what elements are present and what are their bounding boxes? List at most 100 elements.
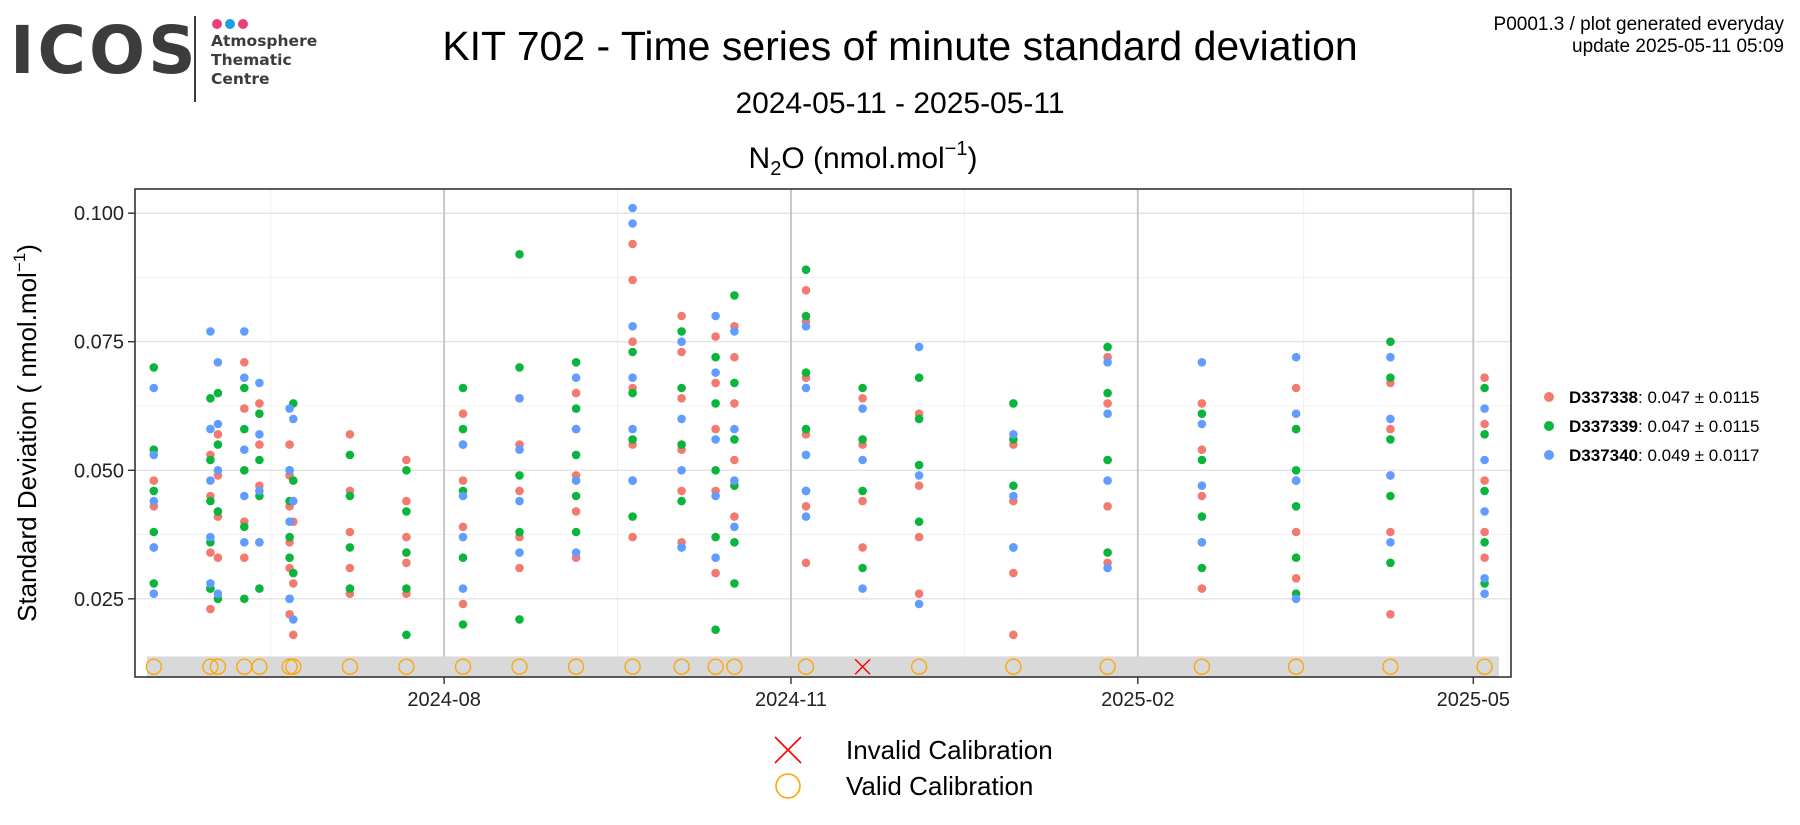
data-point [858, 404, 867, 413]
data-point [213, 507, 223, 516]
data-point [515, 363, 524, 372]
data-point [240, 466, 249, 475]
calibration-band [147, 656, 1499, 677]
data-point [1480, 455, 1489, 465]
data-point [801, 368, 811, 377]
valid-calibration-marker [398, 658, 415, 675]
data-point [1386, 424, 1395, 434]
data-point [289, 414, 298, 424]
data-point [240, 553, 249, 562]
data-point [677, 383, 686, 393]
data-point [345, 527, 355, 537]
data-point [289, 568, 298, 578]
legend-valid-label: Valid Calibration [846, 771, 1033, 801]
data-point [801, 286, 811, 295]
data-point [711, 491, 720, 501]
data-point [711, 625, 720, 634]
data-point [206, 532, 215, 542]
data-point [458, 522, 468, 532]
data-point [730, 291, 739, 300]
data-point [213, 589, 223, 598]
data-point [730, 579, 739, 588]
data-point [255, 399, 264, 408]
data-point [255, 455, 264, 465]
data-point [858, 394, 867, 403]
data-point [206, 579, 215, 588]
valid-calibration-marker [209, 658, 227, 675]
data-point [677, 466, 686, 475]
data-point [285, 594, 294, 604]
data-point [730, 399, 739, 408]
data-point [289, 476, 298, 485]
data-point [1291, 527, 1301, 537]
data-point [255, 409, 264, 419]
data-point [255, 584, 264, 593]
data-point [1480, 430, 1489, 439]
data-point [240, 327, 249, 336]
data-point [206, 496, 215, 506]
data-point [285, 404, 294, 413]
data-point [206, 424, 215, 434]
data-point [571, 476, 581, 485]
data-point [628, 388, 637, 398]
data-point [571, 424, 581, 434]
data-point [571, 358, 581, 367]
valid-calibration-marker [511, 658, 528, 675]
data-point [1480, 373, 1489, 383]
data-point [1291, 352, 1301, 362]
logo-line-1: Atmosphere [211, 32, 318, 50]
data-point [677, 440, 686, 449]
valid-calibration-marker [285, 658, 302, 675]
data-point [628, 275, 637, 285]
data-point [240, 358, 249, 367]
data-point [206, 394, 215, 403]
valid-calibration-marker [673, 658, 690, 675]
data-point [1103, 563, 1112, 573]
data-point [677, 311, 686, 321]
data-point [458, 440, 468, 449]
data-point [571, 450, 581, 460]
generation-stamp: P0001.3 / plot generated everyday update… [1494, 14, 1784, 58]
y-tick-label: 0.025 [74, 589, 124, 611]
data-point [571, 527, 581, 537]
data-point [801, 265, 811, 275]
x-tick-label: 2024-11 [755, 689, 827, 711]
data-point [240, 491, 249, 501]
data-point [149, 476, 159, 485]
valid-calibration-marker [281, 658, 298, 675]
data-point [1480, 538, 1489, 547]
data-point [801, 322, 811, 331]
data-point [213, 388, 223, 398]
data-point [240, 373, 249, 383]
data-point [402, 584, 411, 593]
data-point [255, 430, 264, 439]
data-point [801, 512, 811, 521]
data-point [458, 553, 468, 562]
data-point [458, 491, 468, 501]
valid-calibration-marker [251, 658, 268, 675]
page-title: KIT 702 - Time series of minute standard… [442, 23, 1358, 69]
data-point [730, 455, 739, 465]
data-point [458, 599, 468, 609]
data-point [240, 424, 249, 434]
data-point [255, 538, 264, 547]
data-point [213, 466, 223, 475]
data-point [1386, 471, 1395, 480]
data-point [1480, 574, 1489, 583]
series-D337340 [149, 203, 1489, 624]
data-point [1197, 445, 1207, 455]
data-point [1291, 476, 1301, 485]
data-point [285, 440, 294, 449]
data-point [730, 476, 739, 485]
data-point [914, 373, 924, 383]
data-point [628, 373, 637, 383]
legend-label: D337339: 0.047 ± 0.0115 [1569, 417, 1760, 436]
data-point [289, 579, 298, 588]
invalid-calibration-stroke-b [854, 658, 871, 675]
data-point [1291, 553, 1301, 562]
valid-calibration-marker [1099, 658, 1116, 675]
data-point [213, 430, 223, 439]
valid-calibration-marker [726, 658, 743, 675]
data-point [345, 543, 355, 552]
data-point [914, 460, 924, 470]
